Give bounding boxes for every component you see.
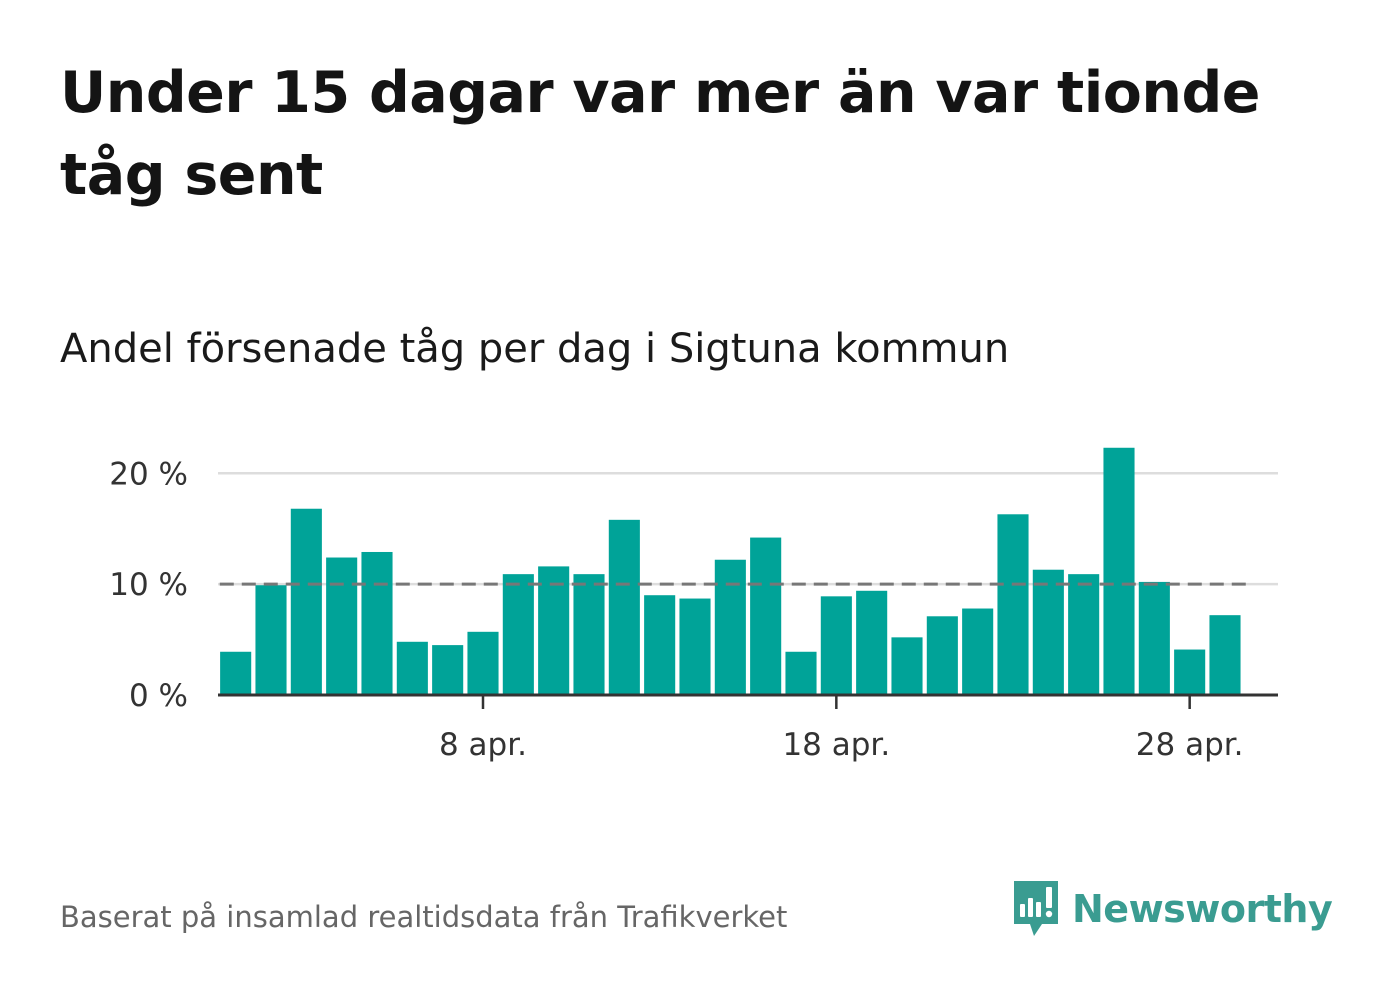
bar: [962, 608, 994, 695]
brand-name: Newsworthy: [1072, 887, 1333, 931]
bar: [290, 508, 322, 695]
bar: [608, 519, 640, 695]
bar: [891, 637, 923, 695]
bar: [1068, 574, 1100, 695]
x-tick-label: 8 apr.: [439, 727, 527, 763]
bar: [856, 590, 888, 695]
chart-title: Under 15 dagar var mer än var tionde tåg…: [60, 60, 1260, 208]
bar: [432, 645, 464, 695]
newsworthy-logo-icon: [1014, 881, 1058, 936]
bar: [820, 596, 852, 695]
bar: [1138, 581, 1170, 695]
bar: [573, 574, 605, 695]
bar: [502, 574, 534, 695]
bar: [785, 651, 817, 695]
y-tick-label: 10 %: [109, 567, 188, 603]
bar: [467, 631, 499, 695]
bar: [714, 559, 746, 695]
bar: [255, 585, 287, 695]
bar: [538, 566, 570, 695]
bar: [1103, 447, 1135, 695]
bar: [750, 537, 782, 695]
bar: [1209, 615, 1241, 695]
x-tick-label: 28 apr.: [1136, 727, 1244, 763]
bar: [644, 595, 676, 695]
chart-subtitle: Andel försenade tåg per dag i Sigtuna ko…: [60, 326, 1010, 372]
bar: [396, 641, 428, 695]
axes: 0 % 10 % 20 % 8 apr. 18 apr. 28 apr.: [109, 456, 1278, 763]
y-tick-label: 20 %: [109, 456, 188, 492]
y-tick-label: 0 %: [129, 678, 188, 714]
bar: [220, 651, 252, 695]
source-note: Baserat på insamlad realtidsdata från Tr…: [60, 900, 788, 934]
bar: [326, 557, 358, 695]
bar: [926, 616, 958, 695]
bar: [1174, 649, 1206, 695]
brand-logo[interactable]: Newsworthy: [1010, 878, 1333, 940]
bar: [997, 514, 1029, 695]
bars: [220, 447, 1241, 695]
bar: [679, 598, 711, 695]
bar: [1032, 569, 1064, 695]
bar: [361, 551, 393, 695]
x-tick-label: 18 apr.: [782, 727, 890, 763]
